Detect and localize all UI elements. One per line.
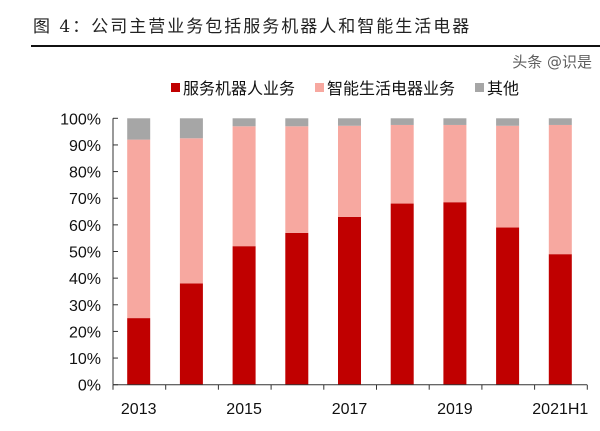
legend-item: 服务机器人业务 (170, 75, 295, 99)
bar-segment (285, 118, 309, 127)
bar-segment (548, 124, 572, 255)
bar-segment (548, 118, 572, 125)
legend: 服务机器人业务 智能生活电器业务 其他 (0, 75, 600, 99)
legend-item: 智能生活电器业务 (314, 75, 455, 99)
y-tick-label: 50% (69, 245, 101, 262)
y-tick-label: 30% (69, 298, 101, 315)
bar-segment (338, 125, 361, 217)
bar-segment (390, 203, 414, 385)
bar-segment (548, 254, 572, 385)
legend-swatch (170, 82, 180, 92)
bar-segment (338, 118, 361, 126)
legend-label: 其他 (487, 79, 520, 98)
title-divider (31, 45, 600, 47)
bar-segment (127, 139, 151, 319)
y-tick-label: 100% (60, 111, 101, 128)
legend-label: 智能生活电器业务 (326, 79, 455, 98)
x-tick-label: 2013 (121, 401, 157, 418)
bar-segment (285, 232, 309, 385)
y-tick-label: 10% (69, 351, 101, 368)
y-tick-label: 60% (69, 218, 101, 235)
bar-segment (496, 227, 520, 385)
bar-segment (232, 246, 256, 385)
legend-swatch (314, 82, 324, 92)
bar-segment (179, 283, 203, 385)
bar-segment (390, 124, 414, 204)
bar-segment (338, 216, 361, 385)
bar-segment (232, 118, 256, 127)
bar-segment (443, 202, 467, 385)
x-tick-label: 2015 (226, 401, 262, 418)
y-tick-label: 20% (69, 324, 101, 341)
bar-segment (127, 118, 151, 140)
bar-segment (496, 125, 520, 228)
bar-segment (179, 138, 203, 284)
bar-segment (443, 118, 467, 125)
y-tick-label: 40% (69, 271, 101, 288)
y-tick-label: 90% (69, 138, 101, 155)
legend-swatch (475, 82, 484, 92)
y-tick-label: 80% (69, 165, 101, 182)
x-tick-label: 2019 (437, 401, 473, 418)
legend-label: 服务机器人业务 (182, 79, 295, 98)
x-tick-label: 2021H1 (532, 401, 588, 418)
bar-segment (232, 126, 256, 247)
bar-segment (443, 124, 467, 203)
x-tick-label: 2017 (332, 401, 368, 418)
y-tick-label: 0% (78, 378, 101, 395)
bar-segment (179, 118, 203, 139)
bar-segment (390, 118, 414, 125)
y-tick-label: 70% (69, 191, 101, 208)
watermark: 头条 @识是 (512, 53, 592, 71)
bar-segment (127, 318, 151, 385)
legend-item: 其他 (475, 75, 519, 99)
figure-title: 图 4：公司主营业务包括服务机器人和智能生活电器 (33, 17, 472, 37)
bar-segment (285, 126, 309, 233)
bar-segment (496, 118, 520, 126)
